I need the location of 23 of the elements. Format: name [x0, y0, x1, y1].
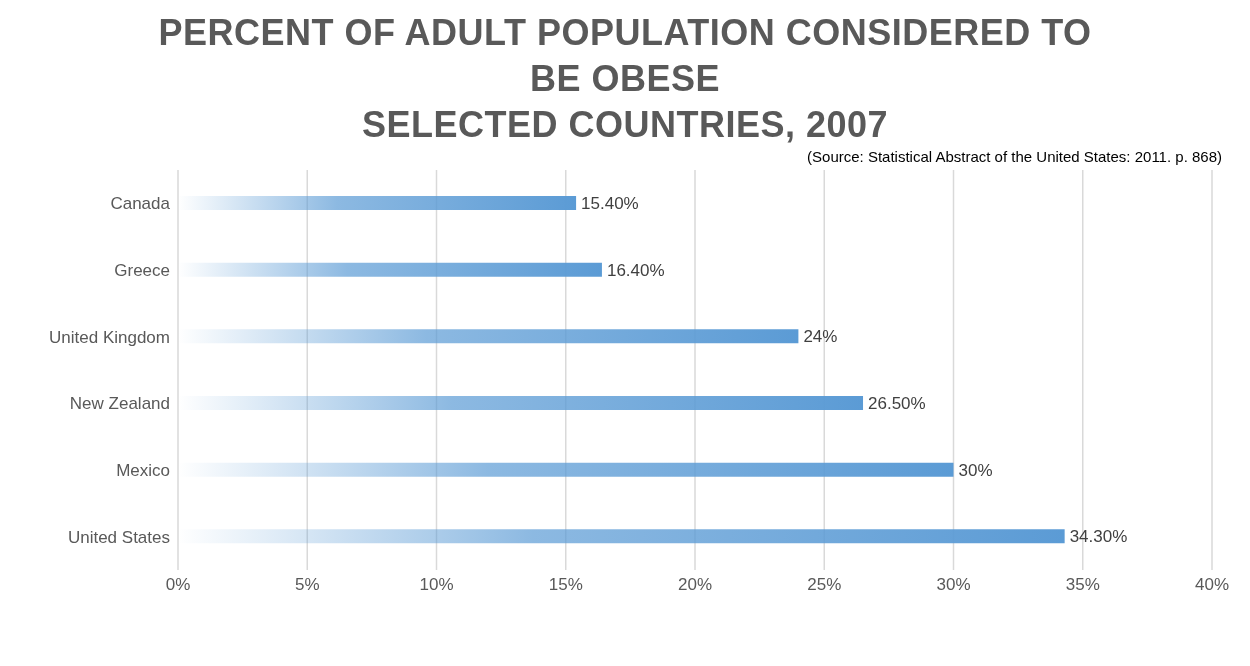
x-tick-label: 20% [677, 575, 713, 595]
y-tick-label: United Kingdom [49, 327, 170, 347]
y-tick-label: Canada [110, 194, 171, 214]
chart-title: PERCENT OF ADULT POPULATION CONSIDERED TO BE OBESE SELECTED COUNTRIES, 2007 [157, 11, 1093, 147]
y-tick-label: Mexico [116, 461, 170, 481]
x-tick-label: 30% [936, 575, 971, 595]
x-tick-label: 40% [1194, 575, 1230, 595]
text: (Source: Statistical Abstract of the United States: 2011. p. 868) [806, 148, 1223, 165]
x-tick-label: 25% [807, 575, 842, 595]
data-label: 26.50% [868, 394, 926, 414]
x-tick-label: 35% [1065, 575, 1100, 595]
x-tick-label: 5% [294, 575, 320, 595]
data-label: 30% [958, 460, 993, 480]
data-label: 16.40% [606, 260, 665, 280]
data-label: 34.30% [1069, 527, 1128, 547]
x-tick-label: 10% [419, 575, 454, 595]
data-label: 15.40% [581, 194, 639, 214]
y-tick-label: Greece [114, 261, 170, 281]
y-tick-label: United States [67, 527, 170, 547]
x-tick-label: 15% [548, 575, 583, 595]
x-tick-label: 0% [165, 575, 191, 595]
data-label: 24% [803, 327, 838, 347]
y-tick-label: New Zealand [69, 394, 170, 414]
